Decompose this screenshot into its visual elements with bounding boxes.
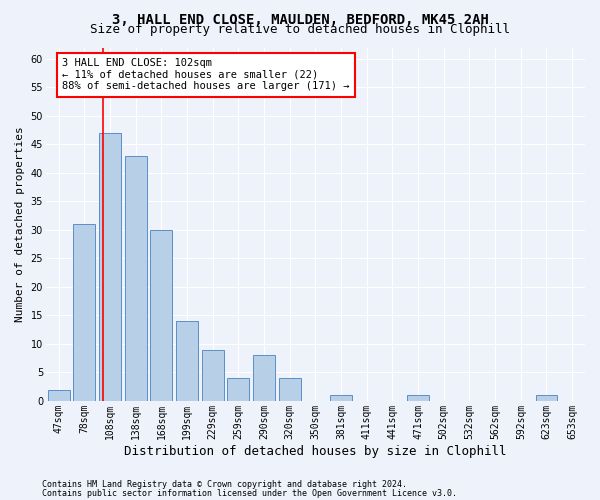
Bar (407, 395, 429, 401)
X-axis label: Distribution of detached houses by size in Clophill: Distribution of detached houses by size … (124, 444, 506, 458)
Bar (176, 321, 198, 401)
Text: 3 HALL END CLOSE: 102sqm
← 11% of detached houses are smaller (22)
88% of semi-d: 3 HALL END CLOSE: 102sqm ← 11% of detach… (62, 58, 350, 92)
Bar (202, 350, 224, 401)
Bar (125, 156, 146, 401)
Text: 3, HALL END CLOSE, MAULDEN, BEDFORD, MK45 2AH: 3, HALL END CLOSE, MAULDEN, BEDFORD, MK4… (112, 12, 488, 26)
Bar (279, 378, 301, 401)
Text: Contains HM Land Registry data © Crown copyright and database right 2024.: Contains HM Land Registry data © Crown c… (42, 480, 407, 489)
Bar (227, 378, 250, 401)
Bar (330, 395, 352, 401)
Bar (536, 395, 557, 401)
Bar (99, 133, 121, 401)
Bar (151, 230, 172, 401)
Text: Contains public sector information licensed under the Open Government Licence v3: Contains public sector information licen… (42, 488, 457, 498)
Y-axis label: Number of detached properties: Number of detached properties (15, 126, 25, 322)
Text: Size of property relative to detached houses in Clophill: Size of property relative to detached ho… (90, 22, 510, 36)
Bar (48, 390, 70, 401)
Bar (73, 224, 95, 401)
Bar (253, 356, 275, 401)
